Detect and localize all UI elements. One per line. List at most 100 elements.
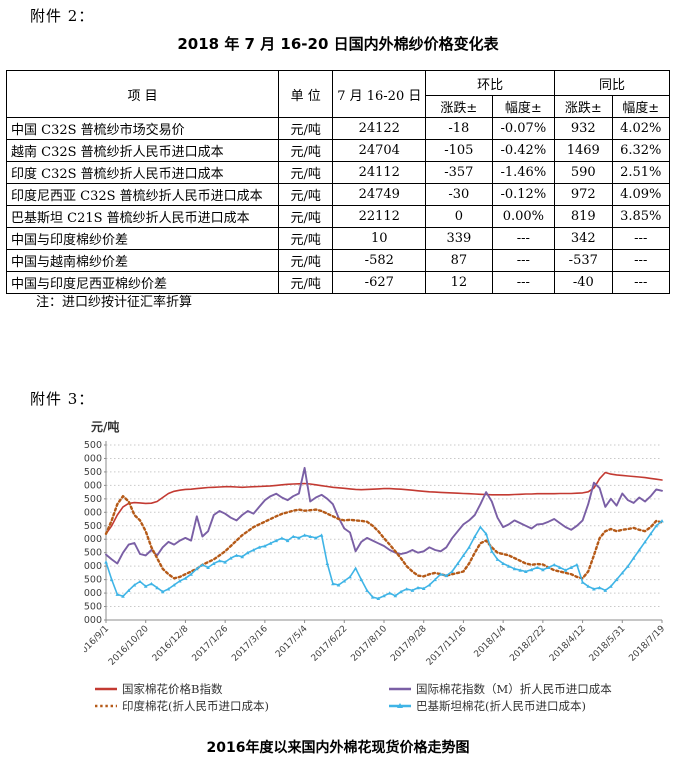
row-value: 339 [425,227,493,250]
x-tick-label: 2016/12/8 [151,624,191,664]
row-item-name: 印度 C32S 普梳纱折人民币进口成本 [5,161,280,184]
row-value: 22112 [332,205,427,228]
y-tick-label: 12000 [84,588,102,599]
row-item-name: 越南 C32S 普梳纱折人民币进口成本 [5,139,280,162]
legend-item-3: 巴基斯坦棉花(折人民币进口成本) [388,699,659,713]
legend-item-0: 国家棉花价格B指数 [94,682,388,696]
row-value: 0.00% [491,205,556,228]
row-value: --- [611,227,670,250]
row-value: 1469 [554,139,613,162]
x-tick-label: 2016/10/20 [107,624,151,668]
x-tick-label: 2018/1/4 [473,624,509,660]
table-note: 注：进口纱按计征汇率折算 [36,295,193,310]
row-value: -627 [332,271,427,294]
row-item-name: 印度尼西亚 C32S 普梳纱折人民币进口成本 [5,183,280,206]
x-tick-label: 2018/5/31 [588,624,628,664]
row-item-name: 巴基斯坦 C21S 普梳纱折人民币进口成本 [5,205,280,228]
row-value: 972 [554,183,613,206]
row-value: -0.42% [491,139,556,162]
legend-swatch-icon [94,700,118,712]
row-value: -18 [425,117,493,140]
row-value: 元/吨 [278,205,334,228]
row-value: --- [491,227,556,250]
y-tick-label: 17500 [84,440,102,451]
x-tick-label: 2017/5/4 [274,624,310,660]
attachment3-label: 附件 3： [30,390,95,408]
col-header-yoy: 同比 [554,70,670,96]
yarn-price-table: 项 目 单 位 7 月 16-20 日 环比 同比 涨跌± 幅度± 涨跌± 幅度… [5,70,670,294]
row-value: 元/吨 [278,183,334,206]
row-value: 342 [554,227,613,250]
row-value: 24112 [332,161,427,184]
col-header-item: 项 目 [5,70,280,118]
x-tick-label: 2017/3/16 [230,624,270,664]
series-line-1 [105,466,663,565]
x-tick-label: 2016/9/1 [84,624,111,660]
legend-label: 国际棉花指数（M）折人民币进口成本 [416,682,612,696]
table-title: 2018 年 7 月 16-20 日国内外棉纱价格变化表 [177,35,499,53]
col-header-mom: 环比 [425,70,556,96]
x-tick-label: 2017/11/16 [425,624,469,668]
chart-canvas: 11000 11500 12000 12500 13000 13500 14000 14500… [72,440,668,668]
x-tick-label: 2017/9/28 [389,624,429,664]
row-value: 0 [425,205,493,228]
row-value: 6.32% [611,139,670,162]
row-value: -105 [425,139,493,162]
table-row: 越南 C32S 普梳纱折人民币进口成本 元/吨 24704 -105 -0.42% 146… [5,139,670,162]
chart-title: 2016年度以来国内外棉花现货价格走势图 [206,740,470,756]
row-value: -1.46% [491,161,556,184]
row-value: -582 [332,249,427,272]
row-value: 2.51% [611,161,670,184]
row-value: 3.85% [611,205,670,228]
y-tick-label: 16000 [84,480,102,491]
attachment2-label: 附件 2： [30,7,95,25]
series-line-0 [105,471,663,535]
y-tick-label: 16500 [84,467,102,478]
x-tick-label: 2017/6/22 [310,624,350,664]
price-trend-chart: 11000 11500 12000 12500 13000 13500 14000 14500… [72,433,676,683]
row-value: 元/吨 [278,249,334,272]
y-tick-label: 14500 [84,521,102,532]
y-tick-label: 13000 [84,561,102,572]
row-value: --- [611,249,670,272]
legend-label: 印度棉花(折人民币进口成本) [122,699,269,713]
row-value: 24749 [332,183,427,206]
row-value: 4.02% [611,117,670,140]
y-tick-label: 12500 [84,575,102,586]
row-value: -357 [425,161,493,184]
y-tick-label: 11500 [84,602,102,613]
row-value: 24704 [332,139,427,162]
row-value: 元/吨 [278,227,334,250]
row-value: 12 [425,271,493,294]
col-header-unit: 单 位 [278,70,334,118]
row-value: 元/吨 [278,139,334,162]
chart-legend: 国家棉花价格B指数 国际棉花指数（M）折人民币进口成本印度棉花(折人民币进口成本)… [94,682,659,713]
table-row: 中国 C32S 普梳纱市场交易价 元/吨 24122 -18 -0.07% 932 4.02… [5,117,670,140]
row-value: --- [611,271,670,294]
row-value: 87 [425,249,493,272]
y-tick-label: 14000 [84,534,102,545]
row-item-name: 中国与越南棉纱价差 [5,249,280,272]
table-row: 中国与印度尼西亚棉纱价差 元/吨 -627 12 --- -40 --- [5,271,670,294]
x-tick-label: 2018/4/12 [548,624,588,664]
y-tick-label: 15000 [84,507,102,518]
col-header-mom-rate: 幅度± [491,95,556,118]
x-tick-label: 2018/2/22 [508,624,548,664]
y-tick-label: 15500 [84,494,102,505]
table-row: 中国与印度棉纱价差 元/吨 10 339 --- 342 --- [5,227,670,250]
row-value: 24122 [332,117,427,140]
row-value: -537 [554,249,613,272]
legend-item-1: 国际棉花指数（M）折人民币进口成本 [388,682,659,696]
table-row: 印度 C32S 普梳纱折人民币进口成本 元/吨 24112 -357 -1.46% 590… [5,161,670,184]
legend-label: 巴基斯坦棉花(折人民币进口成本) [416,699,586,713]
row-item-name: 中国与印度尼西亚棉纱价差 [5,271,280,294]
row-value: -40 [554,271,613,294]
legend-label: 国家棉花价格B指数 [122,682,223,696]
table-row: 巴基斯坦 C21S 普梳纱折人民币进口成本 元/吨 22112 0 0.00% 819 3.… [5,205,670,228]
y-tick-label: 13500 [84,548,102,559]
row-value: 元/吨 [278,117,334,140]
row-value: 819 [554,205,613,228]
col-header-yoy-change: 涨跌± [554,95,613,118]
series-line-3 [105,520,663,600]
row-value: 元/吨 [278,271,334,294]
